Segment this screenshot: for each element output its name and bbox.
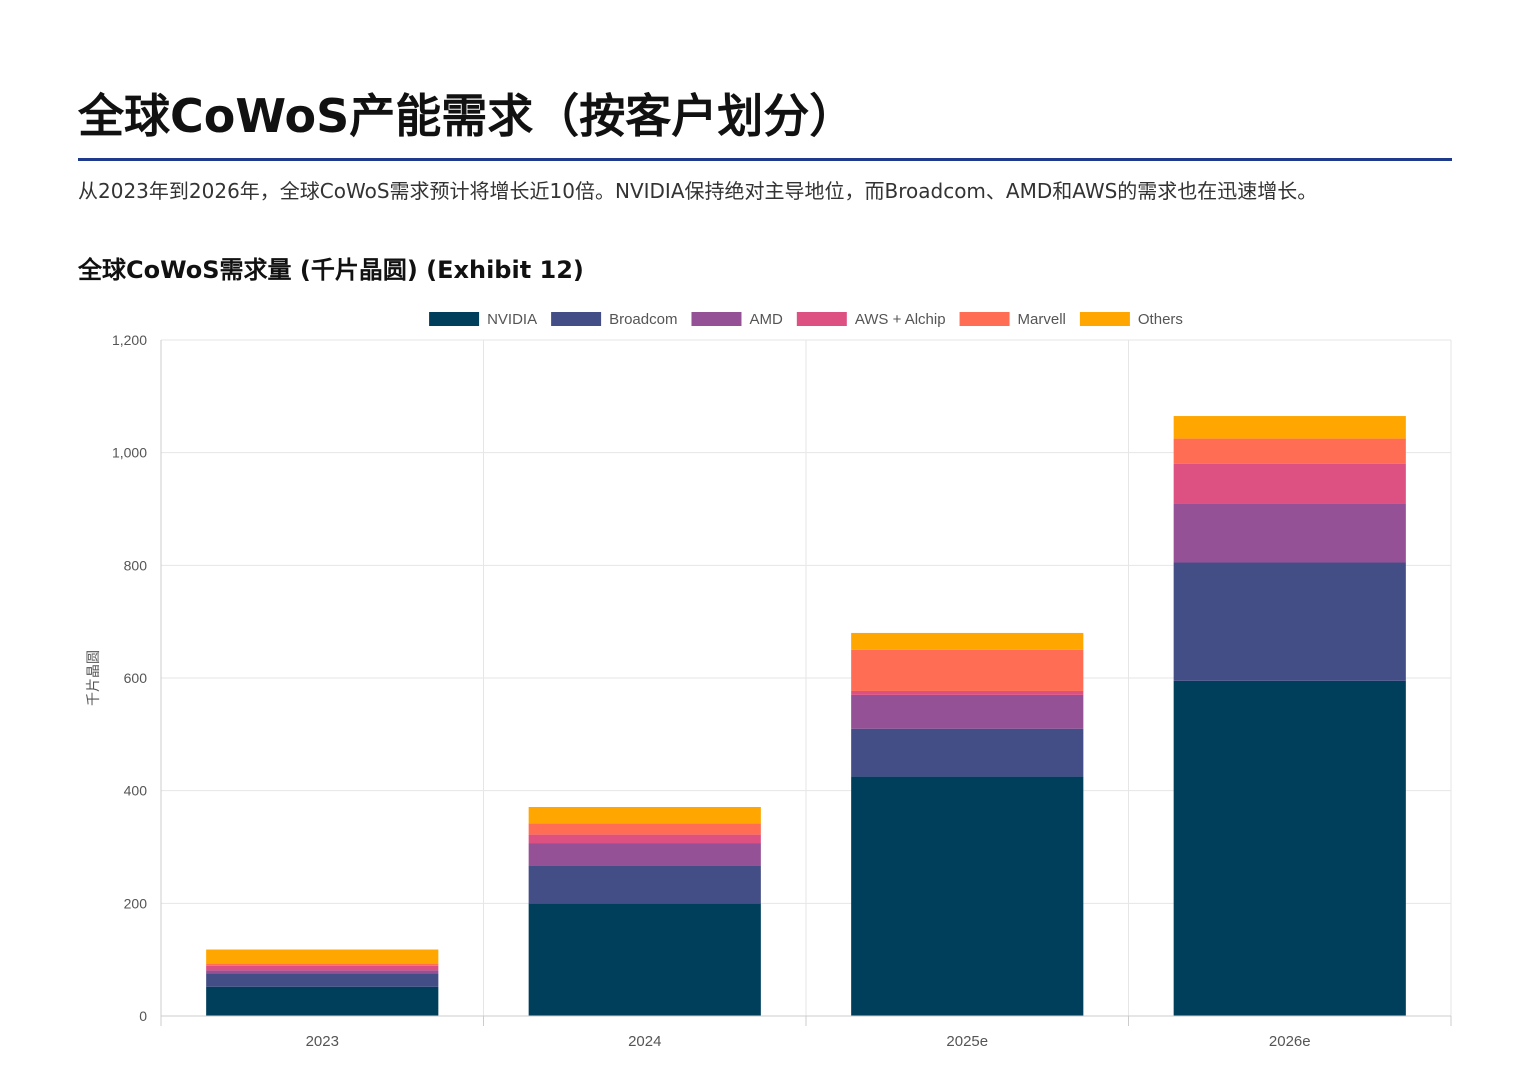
bar-segment-nvidia-2025e[interactable] xyxy=(851,776,1084,1016)
bar-segment-broadcom-2025e[interactable] xyxy=(851,728,1084,777)
bar-segment-nvidia-2023[interactable] xyxy=(206,986,439,1016)
bar-segment-others-2026e[interactable] xyxy=(1173,416,1406,439)
y-tick-label: 200 xyxy=(124,895,148,911)
grid-layer xyxy=(161,339,1452,1016)
bar-segment-others-2025e[interactable] xyxy=(851,632,1084,650)
legend-item-marvell[interactable]: Marvell xyxy=(959,311,1066,328)
bar-segment-marvell-2024[interactable] xyxy=(528,823,761,835)
legend-label: Others xyxy=(1138,311,1183,328)
axis-layer: 0 200 400 600 800 1,000 1,200 2023 2024 2025e 2026… xyxy=(85,332,1452,1050)
y-tick-label: 800 xyxy=(124,557,148,573)
legend-item-others[interactable]: Others xyxy=(1079,311,1183,328)
bar-segment-amd-2026e[interactable] xyxy=(1173,503,1406,563)
legend-label: AWS + Alchip xyxy=(855,311,946,328)
bar-segment-amd-2024[interactable] xyxy=(528,843,761,866)
page-title: 全球CoWoS产能需求（按客户划分） xyxy=(78,89,856,143)
bar-segment-marvell-2025e[interactable] xyxy=(851,649,1084,691)
bar-segment-amd-2023[interactable] xyxy=(206,970,439,974)
bar-segment-marvell-2023[interactable] xyxy=(206,963,439,966)
bar-segment-aws-alchip-2023[interactable] xyxy=(206,965,439,971)
bars-layer xyxy=(206,416,1406,1016)
legend-swatch xyxy=(1079,312,1130,326)
x-tick-label: 2026e xyxy=(1269,1033,1311,1050)
y-axis-title: 千片晶圆 xyxy=(85,650,101,706)
y-tick-label: 1,000 xyxy=(112,445,147,461)
bar-segment-broadcom-2023[interactable] xyxy=(206,973,439,987)
legend-label: AMD xyxy=(749,311,783,328)
bar-segment-aws-alchip-2026e[interactable] xyxy=(1173,463,1406,504)
legend-item-broadcom[interactable]: Broadcom xyxy=(551,311,677,328)
y-tick-label: 0 xyxy=(139,1008,147,1024)
bar-segment-others-2023[interactable] xyxy=(206,949,439,964)
bar-segment-broadcom-2026e[interactable] xyxy=(1173,562,1406,681)
legend-label: Marvell xyxy=(1018,311,1066,328)
bar-segment-aws-alchip-2024[interactable] xyxy=(528,834,761,844)
legend-swatch xyxy=(551,312,602,326)
legend-item-amd[interactable]: AMD xyxy=(691,311,783,328)
legend-label: NVIDIA xyxy=(487,311,537,328)
legend-item-nvidia[interactable]: NVIDIA xyxy=(429,311,537,328)
page-subtitle: 从2023年到2026年，全球CoWoS需求预计将增长近10倍。NVIDIA保持… xyxy=(78,179,1318,203)
x-tick-label: 2023 xyxy=(306,1033,339,1050)
legend-swatch xyxy=(959,312,1010,326)
legend-swatch xyxy=(429,312,480,326)
bar-segment-aws-alchip-2025e[interactable] xyxy=(851,690,1084,695)
bar-segment-broadcom-2024[interactable] xyxy=(528,865,761,904)
legend-item-aws-alchip[interactable]: AWS + Alchip xyxy=(796,311,946,328)
bar-segment-nvidia-2026e[interactable] xyxy=(1173,680,1406,1016)
legend-label: Broadcom xyxy=(609,311,677,328)
legend-swatch xyxy=(796,312,847,326)
legend-swatch xyxy=(691,312,742,326)
bar-segment-others-2024[interactable] xyxy=(528,807,761,824)
bar-segment-marvell-2026e[interactable] xyxy=(1173,438,1406,464)
chart-title: 全球CoWoS需求量 (千片晶圆) (Exhibit 12) xyxy=(78,256,584,284)
legend: NVIDIA Broadcom AMD AWS + Alchip Marvell Othe… xyxy=(429,311,1183,328)
x-tick-label: 2024 xyxy=(628,1033,661,1050)
y-tick-label: 400 xyxy=(124,783,148,799)
x-tick-label: 2025e xyxy=(946,1033,988,1050)
bar-segment-nvidia-2024[interactable] xyxy=(528,903,761,1016)
title-divider xyxy=(78,158,1452,161)
y-tick-label: 600 xyxy=(124,670,148,686)
bar-segment-amd-2025e[interactable] xyxy=(851,694,1084,729)
y-tick-label: 1,200 xyxy=(112,332,147,348)
